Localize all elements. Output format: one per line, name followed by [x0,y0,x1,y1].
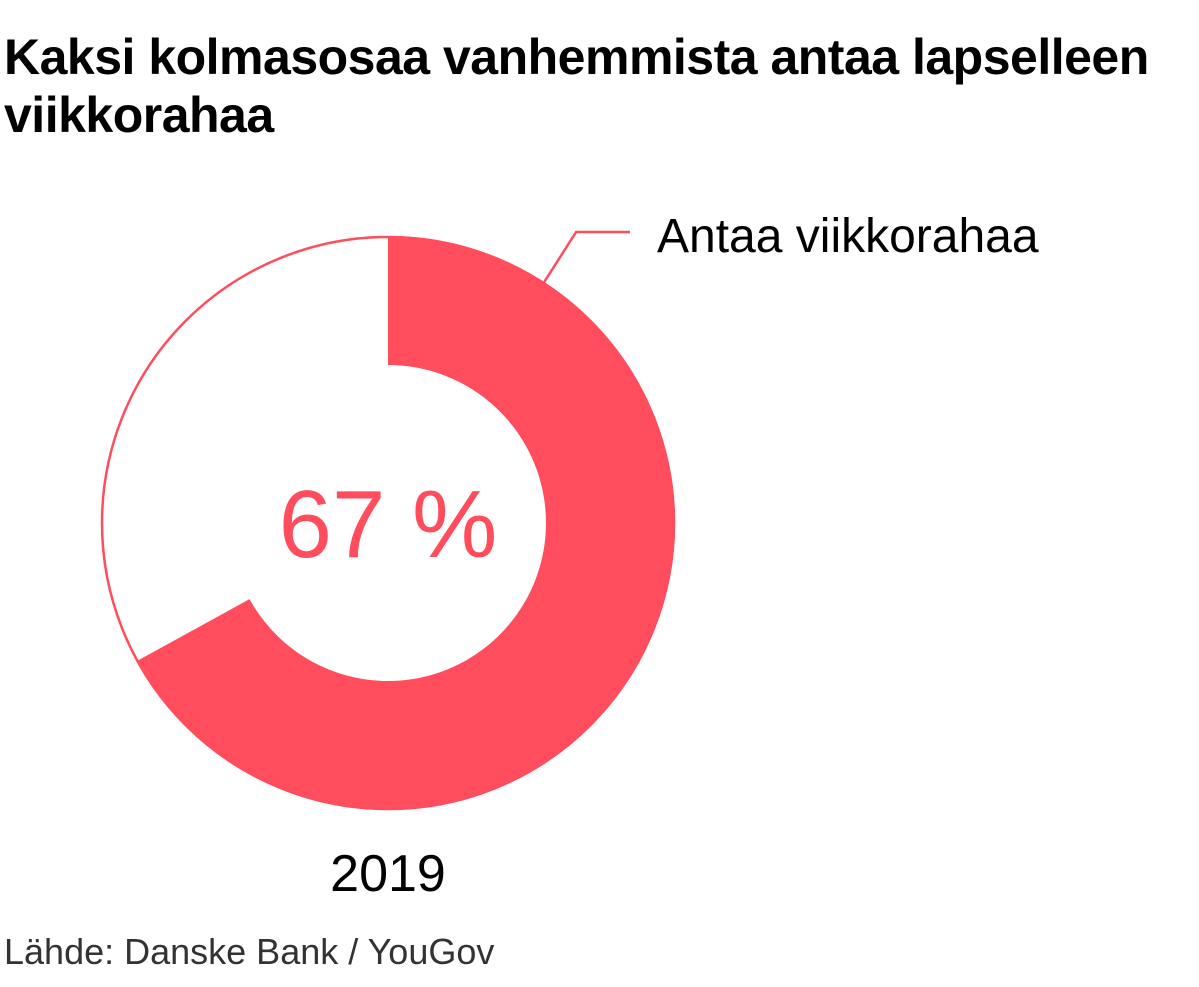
label-leader-line [543,230,630,283]
donut-slice-remainder [101,236,388,661]
category-label: 2019 [330,845,446,903]
chart-title: Kaksi kolmasosaa vanhemmista antaa lapse… [4,29,1149,143]
donut-slice-antaa-viikkorahaa [136,236,676,811]
center-value-label: 67 % [279,471,498,578]
source-note: Lähde: Danske Bank / YouGov [4,931,495,972]
series-label: Antaa viikkorahaa [657,210,1039,263]
